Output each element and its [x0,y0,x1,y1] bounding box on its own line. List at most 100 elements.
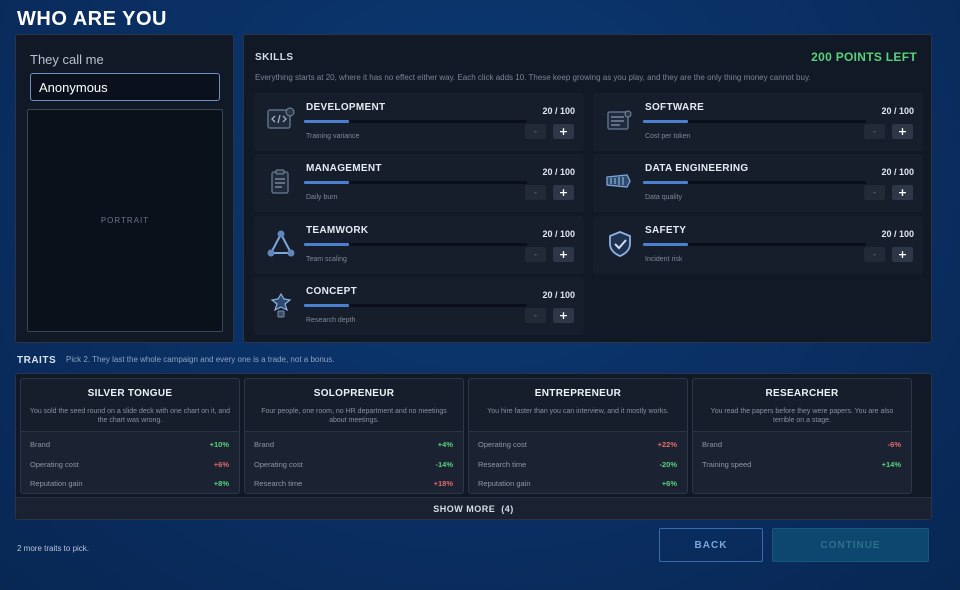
trait-description: Four people, one room, no HR department … [261,408,447,424]
skill-level-fill [304,304,349,307]
skill-level-bar [643,120,866,123]
increase-teamwork-button[interactable]: + [553,247,574,262]
skill-effect: Cost per token [645,133,691,140]
decrease-management-button[interactable]: - [525,185,546,200]
skill-level-bar [304,304,527,307]
skill-name: DATA ENGINEERING [645,163,749,174]
traits-heading: TRAITS [17,355,57,366]
lightbulb-icon [270,292,292,318]
clipboard-icon [271,169,289,194]
trait-modifier: Brand +4% [254,440,453,452]
skill-level-fill [643,120,688,123]
skill-value: 20 / 100 [881,229,914,239]
skill-value: 20 / 100 [881,106,914,116]
show-more-count: (4) [501,503,514,514]
skill-card-development: DEVELOPMENT Training variance 20 / 100 -… [254,93,584,151]
skills-heading: SKILLS [255,52,294,63]
skill-effect: Daily burn [306,194,338,201]
trait-modifiers: Brand +4% Operating cost -14% Research tim… [245,431,463,493]
trait-modifier: Research time +18% [254,479,453,491]
trait-card-entrepreneur[interactable]: ENTREPRENEUR You hire faster than you ca… [468,378,688,494]
skill-value: 20 / 100 [542,167,575,177]
decrease-concept-button[interactable]: - [525,308,546,323]
continue-button[interactable]: CONTINUE [772,528,929,562]
skills-panel: SKILLS 200 POINTS LEFT Everything starts… [243,34,932,343]
decrease-development-button[interactable]: - [525,124,546,139]
traits-remaining-text: 2 more traits to pick. [17,544,90,553]
increase-concept-button[interactable]: + [553,308,574,323]
skill-level-fill [643,181,688,184]
skill-effect: Data quality [645,194,682,201]
trait-modifier: Reputation gain +8% [30,479,229,491]
skill-card-teamwork: TEAMWORK Team scaling 20 / 100 - + [254,216,584,274]
decrease-safety-button[interactable]: - [864,247,885,262]
trait-description: You sold the seed round on a slide deck … [29,408,231,424]
trait-modifier: Brand -6% [702,440,901,452]
modifier-value: -20% [659,460,677,469]
skill-value: 20 / 100 [542,290,575,300]
trait-modifier: Reputation gain +6% [478,479,677,491]
modifier-label: Research time [478,460,527,469]
skill-value: 20 / 100 [542,106,575,116]
skill-value: 20 / 100 [542,229,575,239]
modifier-value: +14% [881,460,901,469]
trait-card-researcher[interactable]: RESEARCHER You read the papers before th… [692,378,912,494]
page-title: WHO ARE YOU [17,8,167,30]
decrease-teamwork-button[interactable]: - [525,247,546,262]
modifier-label: Training speed [702,460,752,469]
modifier-value: +4% [437,440,453,449]
modifier-value: +6% [661,479,677,488]
back-button[interactable]: BACK [659,528,763,562]
increase-development-button[interactable]: + [553,124,574,139]
skill-name: TEAMWORK [306,225,369,236]
increase-management-button[interactable]: + [553,185,574,200]
shield-check-icon [609,231,631,257]
trait-modifiers: Operating cost +22% Research time -20% Rep… [469,431,687,493]
code-monitor-icon [267,107,295,129]
skill-level-bar [643,181,866,184]
show-more-label: SHOW MORE [433,503,496,514]
trait-card-silver-tongue[interactable]: SILVER TONGUE You sold the seed round on… [20,378,240,494]
portrait-label: PORTRAIT [100,216,150,225]
trait-modifier: Training speed +14% [702,460,901,472]
data-pipe-icon [606,174,631,188]
trait-modifier: Brand +10% [30,440,229,452]
decrease-software-button[interactable]: - [864,124,885,139]
decrease-data-engineering-button[interactable]: - [864,185,885,200]
skill-name: CONCEPT [306,286,357,297]
points-left: 200 POINTS LEFT [811,50,917,64]
modifier-value: +18% [433,479,453,488]
show-more-button[interactable]: SHOW MORE (4) [16,497,931,519]
increase-safety-button[interactable]: + [892,247,913,262]
skill-card-safety: SAFETY Incident risk 20 / 100 - + [593,216,923,274]
skill-level-fill [304,181,349,184]
trait-card-solopreneur[interactable]: SOLOPRENEUR Four people, one room, no HR… [244,378,464,494]
modifier-label: Brand [702,440,723,449]
modifier-label: Brand [254,440,275,449]
trait-name: SILVER TONGUE [87,388,173,399]
trait-name: SOLOPRENEUR [313,388,395,399]
skill-card-concept: CONCEPT Research depth 20 / 100 - + [254,277,584,335]
skill-name: DEVELOPMENT [306,102,386,113]
profile-panel: They call me PORTRAIT [15,34,234,343]
modifier-label: Operating cost [254,460,303,469]
portrait-slot[interactable]: PORTRAIT [27,109,223,332]
team-nodes-icon [267,230,295,257]
skill-effect: Training variance [306,133,360,140]
increase-data-engineering-button[interactable]: + [892,185,913,200]
modifier-value: -14% [435,460,453,469]
skill-level-bar [304,243,527,246]
skill-card-management: MANAGEMENT Daily burn 20 / 100 - + [254,154,584,212]
skill-name: SAFETY [645,225,687,236]
modifier-value: -6% [887,440,901,449]
name-input[interactable] [30,73,220,101]
trait-modifier: Research time -20% [478,460,677,472]
skill-level-fill [304,120,349,123]
increase-software-button[interactable]: + [892,124,913,139]
traits-subheading: Pick 2. They last the whole campaign and… [66,355,335,364]
skill-level-fill [304,243,349,246]
trait-name: ENTREPRENEUR [534,388,622,399]
trait-name: RESEARCHER [765,388,839,399]
modifier-label: Operating cost [478,440,527,449]
skill-effect: Incident risk [645,256,683,263]
